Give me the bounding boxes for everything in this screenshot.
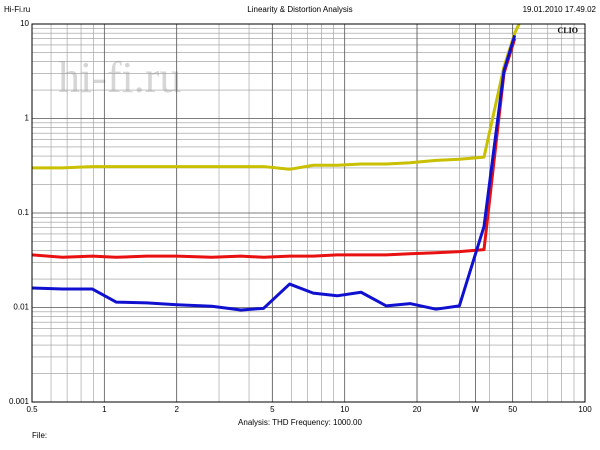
timestamp: 19.01.2010 17.49.02	[523, 5, 597, 14]
y-tick-label: 0.1	[18, 208, 30, 217]
series-line	[32, 34, 517, 312]
clio-label: CLIO	[558, 26, 578, 35]
x-tick-label: 5	[270, 405, 275, 414]
y-tick-label: 10	[20, 19, 29, 28]
series-line	[32, 24, 521, 171]
x-tick-label: 50	[508, 405, 517, 414]
plot-area	[32, 24, 521, 312]
x-tick-label: 2	[174, 405, 179, 414]
chart-title: Linearity & Distortion Analysis	[247, 5, 352, 14]
file-label: File:	[32, 431, 47, 440]
x-tick-label: 1	[102, 405, 107, 414]
plot-frame	[31, 23, 586, 403]
x-tick-label: 10	[340, 405, 349, 414]
x-tick-label: 0.5	[26, 405, 38, 414]
y-tick-label: 1	[25, 114, 30, 123]
watermark: hi-fi.ru	[58, 53, 181, 102]
x-tick-label: 20	[413, 405, 422, 414]
y-tick-label: 0.001	[9, 397, 30, 406]
series-line	[32, 38, 517, 259]
analysis-info: Analysis: THD Frequency: 1000.00	[238, 418, 362, 427]
x-tick-label: 100	[578, 405, 592, 414]
header-left: Hi-Fi.ru	[4, 5, 30, 14]
x-tick-label: W	[472, 405, 480, 414]
y-tick-label: 0.01	[13, 303, 29, 312]
